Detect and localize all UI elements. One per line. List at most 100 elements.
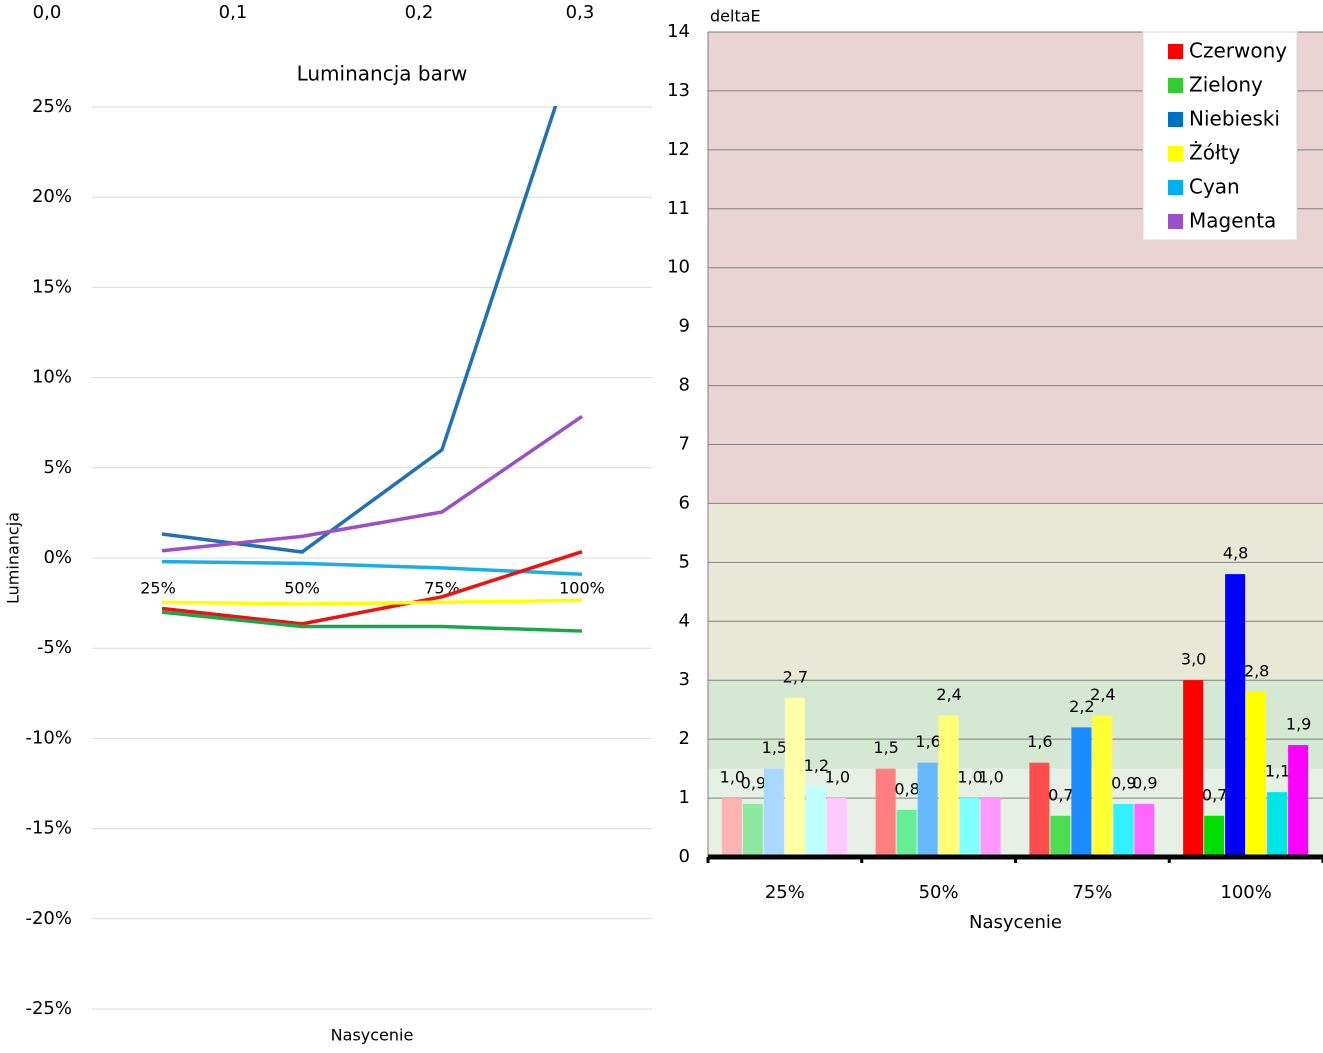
series-line — [161, 550, 583, 626]
y-tick-label: -10% — [25, 727, 72, 748]
value-label: 0,7 — [1202, 785, 1227, 804]
value-label: 2,7 — [783, 667, 808, 686]
bar-chart: 01234567891011121314deltaE25%1,00,91,52,… — [667, 7, 1323, 933]
bar — [826, 798, 847, 857]
y-tick-label: 0 — [679, 846, 690, 867]
legend-swatch — [1168, 180, 1183, 195]
x-axis-title: Nasycenie — [331, 1026, 414, 1045]
y-tick-label: -25% — [25, 998, 72, 1019]
legend-label: Cyan — [1189, 175, 1240, 199]
legend-swatch — [1168, 146, 1183, 161]
y-tick-label: 14 — [667, 21, 690, 42]
legend-label: Niebieski — [1189, 107, 1280, 131]
value-label: 0,9 — [1132, 773, 1157, 792]
bar — [1267, 792, 1288, 857]
value-label: 4,8 — [1223, 544, 1248, 563]
x-axis-title: Nasycenie — [969, 912, 1062, 933]
x-tick-label: 25% — [140, 579, 176, 598]
y-tick-label: 11 — [667, 198, 690, 219]
value-label: 2,4 — [1090, 685, 1115, 704]
y-tick-label: 10 — [667, 257, 690, 278]
x-tick-label: 25% — [765, 882, 805, 903]
x2-tick-label: 0,3 — [566, 2, 595, 23]
legend-label: Zielony — [1189, 73, 1263, 97]
value-label: 2,4 — [936, 685, 961, 704]
value-label: 1,6 — [915, 732, 940, 751]
bar — [784, 697, 805, 857]
y-tick-label: 5% — [43, 457, 72, 478]
series-line — [161, 610, 583, 633]
legend-swatch — [1168, 214, 1183, 229]
bar — [763, 768, 784, 857]
y-tick-label: 3 — [679, 669, 690, 690]
legend-swatch — [1168, 78, 1183, 93]
value-label: 1,0 — [957, 768, 982, 787]
bar — [917, 762, 938, 857]
y-tick-label: 1 — [679, 787, 690, 808]
y-tick-label: 6 — [679, 492, 690, 513]
value-label: 1,0 — [825, 768, 850, 787]
series-line — [161, 559, 583, 576]
value-label: 0,9 — [741, 773, 766, 792]
x-tick-label: 100% — [559, 579, 605, 598]
y-tick-label: 5 — [679, 551, 690, 572]
lines — [161, 106, 583, 633]
bar — [1183, 680, 1204, 857]
legend-swatch — [1168, 112, 1183, 127]
y-tick-label: -20% — [25, 908, 72, 929]
bar — [1050, 815, 1071, 857]
value-label: 1,9 — [1286, 715, 1311, 734]
bar — [1204, 815, 1225, 857]
value-label: 2,8 — [1244, 662, 1269, 681]
x-tick-label: 100% — [1220, 882, 1271, 903]
x-tick-label: 75% — [424, 579, 460, 598]
value-label: 1,6 — [1027, 732, 1052, 751]
y-tick-label: -5% — [37, 637, 72, 658]
x-tick-label: 75% — [1072, 882, 1112, 903]
value-label: 1,0 — [720, 768, 745, 787]
bar — [1092, 715, 1113, 857]
y-tick-label: -15% — [25, 818, 72, 839]
value-label: 1,0 — [978, 768, 1003, 787]
value-label: 1,5 — [762, 738, 787, 757]
legend-label: Magenta — [1189, 209, 1276, 233]
x-tick-label: 50% — [919, 882, 959, 903]
bar — [1225, 574, 1246, 857]
bar — [1029, 762, 1050, 857]
series-line — [161, 106, 558, 554]
y-tick-label: 2 — [679, 728, 690, 749]
series-line — [161, 414, 583, 553]
bar — [742, 803, 763, 857]
y-tick-label: 15% — [32, 276, 72, 297]
threshold-band — [708, 503, 1323, 681]
value-label: 2,2 — [1069, 697, 1094, 716]
bar — [1134, 803, 1155, 857]
y-tick-label: 12 — [667, 139, 690, 160]
y-tick-label: 10% — [32, 367, 72, 388]
x2-tick-label: 0,0 — [33, 2, 62, 23]
x2-tick-label: 0,1 — [219, 2, 248, 23]
bar — [1071, 727, 1092, 857]
y-tick-label: 7 — [679, 434, 690, 455]
value-label: 1,1 — [1265, 762, 1290, 781]
legend-box — [1142, 31, 1298, 241]
bar — [938, 715, 959, 857]
threshold-band — [708, 680, 1323, 769]
bar — [1113, 803, 1134, 857]
legend: Czerwony Zielony Niebieski Żółty Cyan Magenta — [1142, 31, 1298, 241]
y-tick-label: 4 — [679, 610, 690, 631]
value-label: 0,9 — [1111, 773, 1136, 792]
value-label: 3,0 — [1181, 650, 1206, 669]
x2-tick-label: 0,2 — [405, 2, 434, 23]
bar — [959, 798, 980, 857]
bar — [1246, 692, 1267, 857]
chart-title: Luminancja barw — [297, 62, 468, 86]
value-label: 1,5 — [873, 738, 898, 757]
legend-swatch — [1168, 44, 1183, 59]
legend-label: Czerwony — [1189, 39, 1287, 63]
y-tick-label: 9 — [679, 316, 690, 337]
series-line — [161, 598, 583, 606]
value-label: 1,2 — [804, 756, 829, 775]
